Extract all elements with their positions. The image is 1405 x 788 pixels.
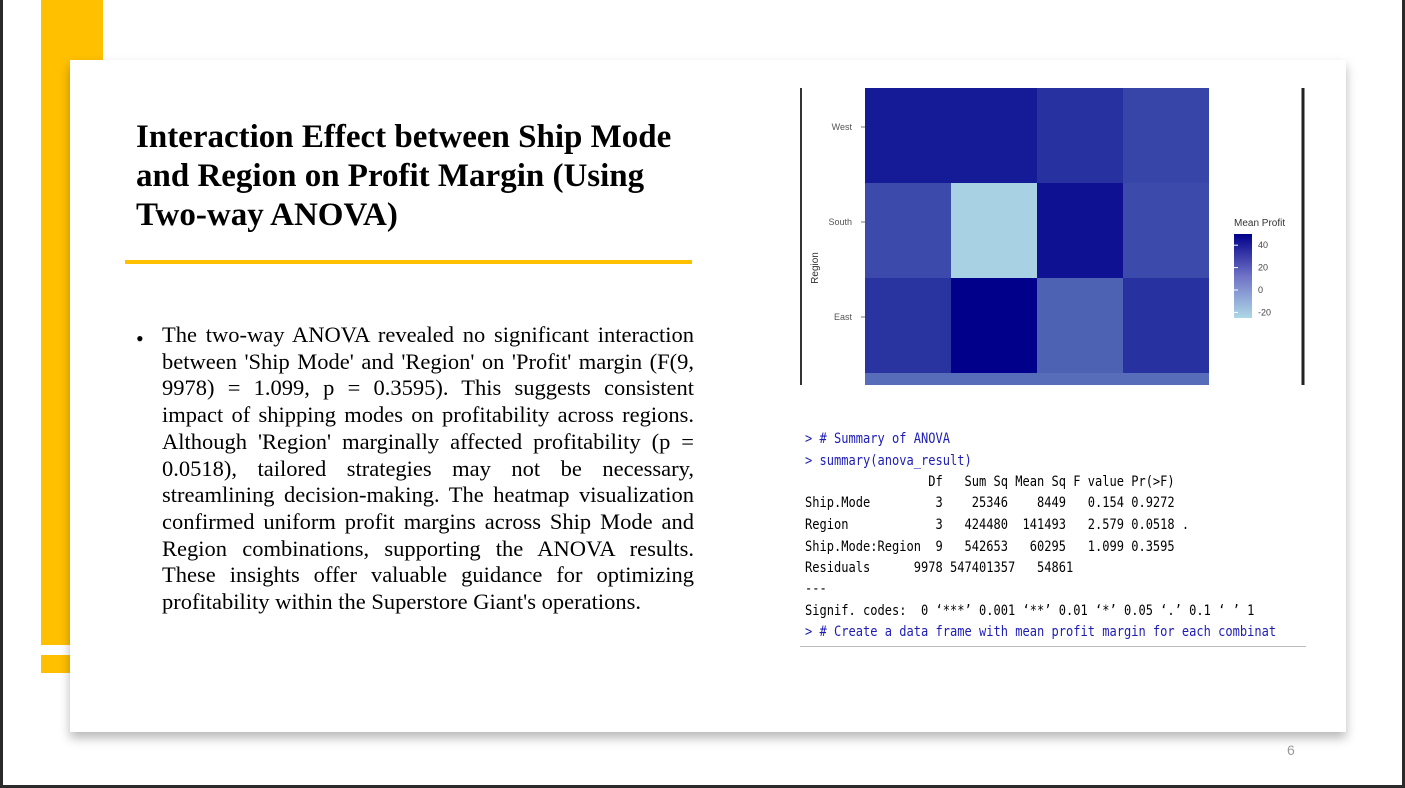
title-underline <box>125 260 692 264</box>
heatmap-cell <box>1123 183 1209 278</box>
r-console-output: > # Summary of ANOVA > summary(anova_res… <box>800 420 1306 648</box>
heatmap-cell <box>951 373 1037 385</box>
legend-colorbar <box>1234 234 1252 318</box>
heatmap-cell <box>1037 183 1123 278</box>
bullet-text: The two-way ANOVA revealed no significan… <box>162 322 694 615</box>
console-summary-command: > summary(anova_result) <box>805 453 972 469</box>
heatmap-cell <box>1123 278 1209 373</box>
anova-row: Ship.Mode 3 25346 8449 0.154 0.9272 <box>805 495 1175 511</box>
legend-tick-label: 0 <box>1258 285 1263 295</box>
anova-row: Region 3 424480 141493 2.579 0.0518 . <box>805 517 1190 533</box>
heatmap-cell <box>1123 88 1209 183</box>
window-border-left <box>0 0 3 788</box>
heatmap-cell <box>865 88 951 183</box>
heatmap-cell <box>1037 373 1123 385</box>
heatmap-cell <box>1037 278 1123 373</box>
heatmap-image: West South East Region Mean Profit 40 20 0 -2… <box>800 88 1306 385</box>
anova-header: Df Sum Sq Mean Sq F value Pr(>F) <box>805 474 1175 490</box>
heatmap-cell <box>865 373 951 385</box>
bullet-icon: • <box>136 326 144 351</box>
y-tick-label: East <box>834 312 853 322</box>
legend-tick-label: -20 <box>1258 307 1271 317</box>
window-border-bottom <box>0 785 1405 788</box>
legend-title: Mean Profit <box>1234 218 1285 229</box>
anova-row: Residuals 9978 547401357 54861 <box>805 560 1074 576</box>
heatmap-cell <box>865 278 951 373</box>
heatmap-cell <box>951 183 1037 278</box>
y-axis-label: Region <box>810 252 821 284</box>
y-tick-label: West <box>832 122 853 132</box>
legend-tick-label: 40 <box>1258 240 1268 250</box>
heatmap-chart: West South East Region Mean Profit 40 20 0 -2… <box>800 88 1305 385</box>
heatmap-cell <box>951 88 1037 183</box>
page-number: 6 <box>1287 742 1295 758</box>
console-comment: > # Summary of ANOVA <box>805 431 950 447</box>
anova-separator: --- <box>805 581 827 597</box>
console-next-command: > # Create a data frame with mean profit… <box>805 624 1277 640</box>
heatmap-cell <box>951 278 1037 373</box>
anova-row: Ship.Mode:Region 9 542653 60295 1.099 0.… <box>805 539 1175 555</box>
slide-title: Interaction Effect between Ship Mode and… <box>136 119 672 233</box>
y-tick-label: South <box>828 217 852 227</box>
heatmap-cell <box>865 183 951 278</box>
accent-block <box>41 655 70 673</box>
heatmap-cell <box>1123 373 1209 385</box>
signif-codes: Signif. codes: 0 ‘***’ 0.001 ‘**’ 0.01 ‘… <box>805 603 1255 619</box>
console-bottom-rule <box>800 646 1306 647</box>
legend-tick-label: 20 <box>1258 263 1268 273</box>
window-border-right <box>1402 0 1405 788</box>
heatmap-cell <box>1037 88 1123 183</box>
